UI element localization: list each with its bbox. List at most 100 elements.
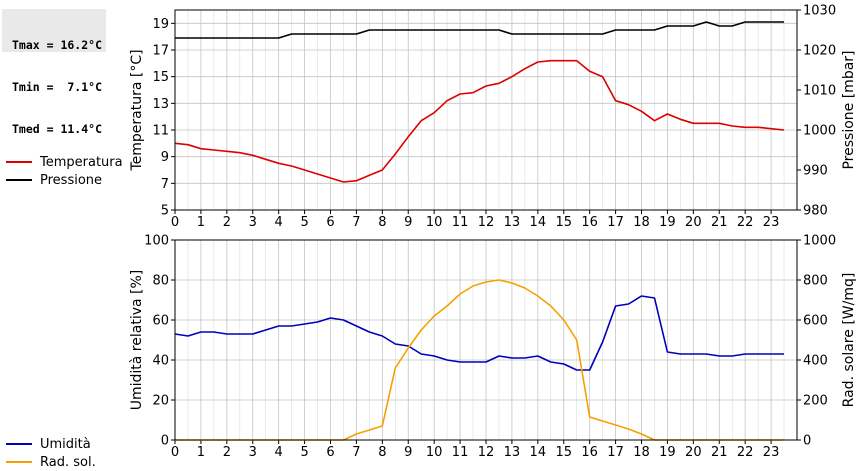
- x-tick-label: 4: [275, 445, 283, 460]
- y-axis-label-left: Umidità relativa [%]: [129, 270, 145, 411]
- legend-swatch-pressione: [6, 179, 32, 181]
- legend-item-temperatura: Temperatura: [6, 153, 123, 171]
- y-tick-label-left: 0: [161, 434, 169, 449]
- x-tick-label: 1: [197, 215, 205, 230]
- stats-box: Tmax = 16.2°C Tmin = 7.1°C Tmed = 11.4°C: [2, 9, 106, 136]
- x-tick-label: 20: [685, 215, 702, 230]
- x-tick-label: 9: [404, 445, 412, 460]
- x-tick-label: 2: [223, 215, 231, 230]
- y-tick-label-left: 5: [161, 204, 169, 219]
- x-tick-label: 8: [378, 215, 386, 230]
- x-tick-label: 7: [352, 445, 360, 460]
- stat-tmed: Tmed = 11.4°C: [12, 122, 103, 136]
- y-tick-label-right: 1010: [803, 84, 836, 99]
- plot-frame: [174, 239, 798, 441]
- x-tick-label: 14: [530, 445, 547, 460]
- x-tick-label: 14: [530, 215, 547, 230]
- x-tick-label: 10: [426, 215, 443, 230]
- x-tick-label: 4: [275, 215, 283, 230]
- legend-label-temperatura: Temperatura: [40, 154, 123, 170]
- chart-panel-1: 0 1 2 3 4 5 6 7 8 9 10 11 12 13 14 15 16 17 18 19 20 21 22 2357…: [129, 4, 857, 231]
- x-tick-label: 16: [581, 445, 598, 460]
- x-tick-label: 9: [404, 215, 412, 230]
- x-tick-label: 10: [426, 445, 443, 460]
- y-tick-label-left: 40: [152, 354, 169, 369]
- x-tick-label: 0: [171, 445, 179, 460]
- x-tick-label: 20: [685, 445, 702, 460]
- x-tick-label: 13: [504, 215, 521, 230]
- y-tick-label-left: 60: [152, 314, 169, 329]
- x-tick-label: 23: [763, 215, 780, 230]
- legend-top: Temperatura Pressione: [6, 153, 123, 189]
- y-axis-label-right: Rad. solare [W/mq]: [841, 273, 857, 408]
- y-tick-label-right: 400: [803, 354, 828, 369]
- y-tick-label-right: 1030: [803, 4, 836, 19]
- y-tick-label-left: 80: [152, 274, 169, 289]
- x-tick-label: 3: [249, 445, 257, 460]
- x-tick-label: 13: [504, 445, 521, 460]
- x-tick-label: 15: [555, 215, 572, 230]
- x-tick-label: 17: [607, 215, 624, 230]
- x-tick-label: 22: [737, 445, 754, 460]
- y-tick-label-left: 7: [161, 177, 169, 192]
- x-tick-label: 21: [711, 445, 728, 460]
- legend-swatch-umidita: [6, 443, 32, 445]
- x-tick-label: 15: [555, 445, 572, 460]
- y-axis-label-left: Temperatura [°C]: [129, 49, 145, 171]
- y-tick-label-right: 990: [803, 164, 828, 179]
- x-tick-label: 0: [171, 215, 179, 230]
- y-tick-label-right: 600: [803, 314, 828, 329]
- x-tick-label: 17: [607, 445, 624, 460]
- y-tick-label-left: 11: [152, 124, 169, 139]
- series-line-temperatura: [174, 59, 785, 183]
- x-tick-label: 2: [223, 445, 231, 460]
- y-tick-label-right: 800: [803, 274, 828, 289]
- x-tick-label: 6: [326, 215, 334, 230]
- x-tick-label: 1: [197, 445, 205, 460]
- y-tick-label-left: 13: [152, 97, 169, 112]
- x-tick-label: 5: [300, 445, 308, 460]
- x-tick-label: 11: [452, 215, 469, 230]
- legend-swatch-temperatura: [6, 161, 32, 163]
- x-tick-label: 6: [326, 445, 334, 460]
- y-tick-label-left: 19: [152, 17, 169, 32]
- series-line-umidit: [174, 295, 784, 371]
- y-tick-label-left: 20: [152, 394, 169, 409]
- x-tick-label: 11: [452, 445, 469, 460]
- y-tick-label-left: 17: [152, 44, 169, 59]
- plot-frame: [174, 9, 798, 211]
- x-tick-label: 3: [249, 215, 257, 230]
- x-tick-label: 22: [737, 215, 754, 230]
- x-tick-label: 18: [633, 445, 650, 460]
- x-tick-label: 12: [478, 215, 495, 230]
- legend-label-umidita: Umidità: [40, 436, 91, 452]
- x-tick-label: 12: [478, 445, 495, 460]
- x-tick-label: 16: [581, 215, 598, 230]
- x-tick-label: 8: [378, 445, 386, 460]
- stat-tmax: Tmax = 16.2°C: [12, 38, 103, 52]
- legend-item-umidita: Umidità: [6, 435, 96, 453]
- x-tick-label: 5: [300, 215, 308, 230]
- legend-label-pressione: Pressione: [40, 172, 103, 188]
- y-tick-label-right: 980: [803, 204, 828, 219]
- x-tick-label: 23: [763, 445, 780, 460]
- y-tick-label-left: 15: [152, 70, 169, 85]
- x-tick-label: 19: [659, 215, 676, 230]
- charts-svg: 0 1 2 3 4 5 6 7 8 9 10 11 12 13 14 15 16 17 18 19 20 21 22 2357…: [129, 4, 857, 461]
- y-tick-label-right: 1000: [803, 124, 836, 139]
- legend-swatch-rad-sol: [6, 461, 32, 463]
- legend-item-pressione: Pressione: [6, 171, 123, 189]
- y-axis-label-right: Pressione [mbar]: [841, 50, 857, 169]
- y-tick-label-right: 200: [803, 394, 828, 409]
- y-tick-label-right: 1000: [803, 234, 836, 249]
- x-tick-label: 18: [633, 215, 650, 230]
- y-tick-label-right: 1020: [803, 44, 836, 59]
- y-tick-label-right: 0: [803, 434, 811, 449]
- x-tick-label: 19: [659, 445, 676, 460]
- y-tick-label-left: 100: [144, 234, 169, 249]
- x-tick-label: 21: [711, 215, 728, 230]
- series-line-pressione: [175, 21, 784, 39]
- stat-tmin: Tmin = 7.1°C: [12, 80, 103, 94]
- chart-panel-2: 0 1 2 3 4 5 6 7 8 9 10 11 12 13 14 15 16 17 18 19 20 21 22 2302…: [129, 234, 857, 461]
- x-tick-label: 7: [352, 215, 360, 230]
